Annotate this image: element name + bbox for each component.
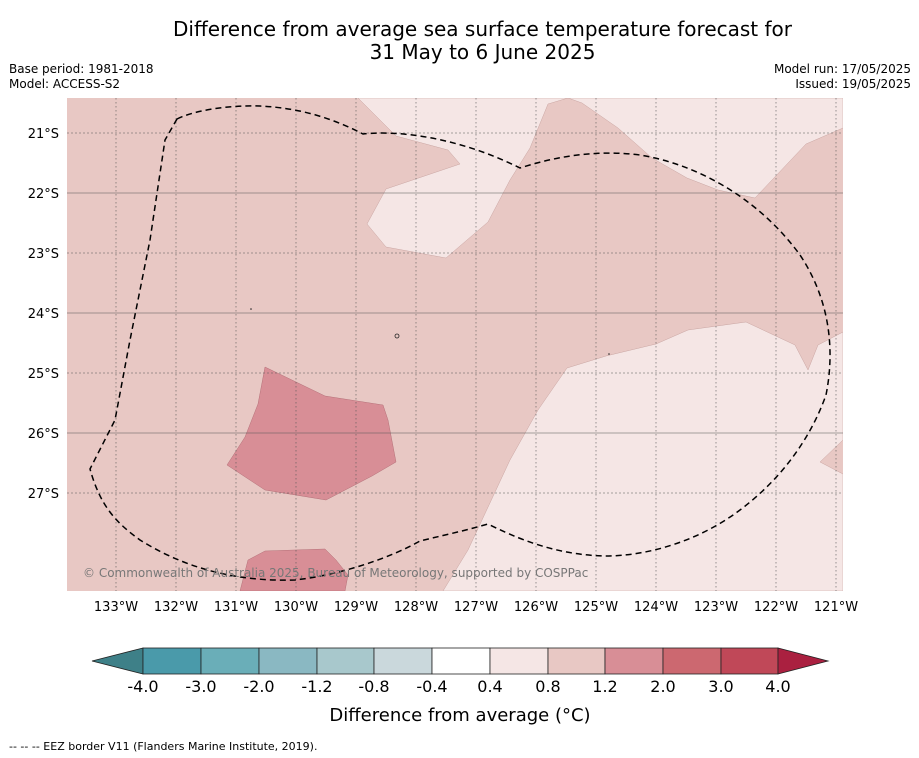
colorbar-tick: 0.4 <box>477 677 502 696</box>
eez-border <box>89 105 831 581</box>
lon-label: 129°W <box>334 600 378 615</box>
grid-lines <box>67 98 843 591</box>
colorbar-segment <box>720 647 779 675</box>
anomaly-region-dark <box>226 366 397 501</box>
island-marker <box>394 333 400 339</box>
colorbar-segment <box>431 647 491 675</box>
island-marker <box>608 353 610 355</box>
colorbar-under-arrow <box>91 647 144 675</box>
lon-label: 131°W <box>214 600 258 615</box>
colorbar-tick: -0.8 <box>358 677 389 696</box>
anomaly-region-dark <box>239 548 349 591</box>
lon-label: 122°W <box>754 600 798 615</box>
colorbar-segment <box>316 647 375 675</box>
eez-footnote: -- -- -- EEZ border V11 (Flanders Marine… <box>9 740 318 753</box>
map-title: Difference from average sea surface temp… <box>60 18 905 64</box>
lat-label: 27°S <box>28 487 59 502</box>
colorbar-label: Difference from average (°C) <box>329 705 590 726</box>
lon-label: 126°W <box>514 600 558 615</box>
colorbar-tick: -1.2 <box>301 677 332 696</box>
anomaly-region-light <box>357 98 843 259</box>
lon-label: 127°W <box>454 600 498 615</box>
colorbar-tick: 1.2 <box>592 677 617 696</box>
colorbar-segment <box>489 647 549 675</box>
colorbar-tick: 0.8 <box>535 677 560 696</box>
lon-label: 130°W <box>274 600 318 615</box>
colorbar-tick: -0.4 <box>416 677 447 696</box>
lat-label: 24°S <box>28 307 59 322</box>
lat-label: 26°S <box>28 427 59 442</box>
lon-label: 123°W <box>694 600 738 615</box>
issued-date: Issued: 19/05/2025 <box>795 77 911 91</box>
colorbar-tick: 4.0 <box>765 677 790 696</box>
run-info: Model run: 17/05/2025 Issued: 19/05/2025 <box>774 62 911 92</box>
model-run: Model run: 17/05/2025 <box>773 62 911 76</box>
colorbar-segment <box>200 647 260 675</box>
colorbar-segment <box>142 647 202 675</box>
model-info: Base period: 1981-2018 Model: ACCESS-S2 <box>9 62 154 92</box>
title-line-2: 31 May to 6 June 2025 <box>369 40 596 64</box>
colorbar-tick: 3.0 <box>708 677 733 696</box>
colorbar-segment <box>547 647 606 675</box>
colorbar-segment <box>373 647 433 675</box>
colorbar-segment <box>604 647 664 675</box>
island-marker <box>250 308 252 310</box>
lon-label: 133°W <box>94 600 138 615</box>
colorbar-over-arrow <box>777 647 830 675</box>
longitude-labels: 133°W 132°W 131°W 130°W 129°W 128°W 127°… <box>94 600 858 615</box>
map-area: © Commonwealth of Australia 2025, Bureau… <box>67 98 843 591</box>
model-name: Model: ACCESS-S2 <box>9 77 121 91</box>
lat-label: 23°S <box>28 247 59 262</box>
lon-label: 124°W <box>634 600 678 615</box>
latitude-labels: 21°S 22°S 23°S 24°S 25°S 26°S 27°S <box>28 127 59 502</box>
anomaly-region-light <box>442 321 843 591</box>
copyright-notice: © Commonwealth of Australia 2025, Bureau… <box>83 566 588 580</box>
colorbar: -4.0 -3.0 -2.0 -1.2 -0.8 -0.4 0.4 0.8 1.… <box>91 647 830 726</box>
title-line-1: Difference from average sea surface temp… <box>172 17 792 41</box>
colorbar-tick: 2.0 <box>650 677 675 696</box>
lon-label: 128°W <box>394 600 438 615</box>
lat-label: 21°S <box>28 127 59 142</box>
colorbar-tick: -2.0 <box>243 677 274 696</box>
lon-label: 121°W <box>814 600 858 615</box>
lon-label: 125°W <box>574 600 618 615</box>
base-period: Base period: 1981-2018 <box>9 62 154 76</box>
lat-label: 25°S <box>28 367 59 382</box>
colorbar-tick: -4.0 <box>127 677 158 696</box>
lon-label: 132°W <box>154 600 198 615</box>
lat-label: 22°S <box>28 187 59 202</box>
colorbar-tick: -3.0 <box>185 677 216 696</box>
colorbar-segment <box>258 647 318 675</box>
colorbar-segment <box>662 647 722 675</box>
